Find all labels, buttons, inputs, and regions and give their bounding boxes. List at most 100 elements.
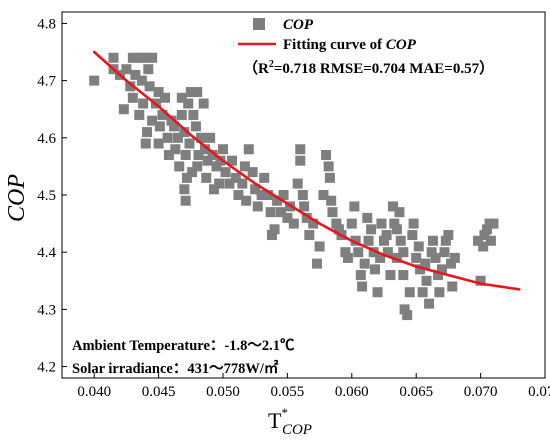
cop-data-point [166,115,177,126]
x-axis-title-sub: COP [282,422,312,438]
cop-data-point [252,201,263,212]
cop-data-point [421,275,432,286]
fit-stats-r: R [258,61,269,77]
cop-data-point [426,247,437,258]
cop-data-point [169,121,180,132]
cop-data-point [389,218,400,229]
cop-data-point [153,87,164,98]
cop-data-point [381,230,392,241]
cop-data-point [323,161,334,172]
cop-data-point [247,167,258,178]
cop-data-point [140,138,151,149]
cop-data-point [427,235,438,246]
cop-data-point [142,127,153,138]
cop-data-point [324,172,335,183]
cop-data-point [415,264,426,275]
cop-data-point [331,218,342,229]
legend-label-fitting-curve: Fitting curve of COP [283,37,417,53]
cop-data-point [179,127,190,138]
cop-data-point [199,144,210,155]
cop-data-point [350,235,361,246]
cop-data-point [160,92,171,103]
cop-data-point [475,275,486,286]
cop-data-point [201,172,212,183]
legend-label-fitting-italic: COP [386,37,417,53]
cop-data-point [318,190,329,200]
cop-data-point [488,218,499,229]
cop-data-point [162,132,173,143]
cop-data-point [440,235,451,246]
cop-data-point [157,109,168,120]
y-tick-label: 4.2 [37,360,56,376]
cop-data-point [434,287,445,298]
cop-data-point [321,149,332,160]
cop-data-point [241,195,252,206]
fit-stats-open: （ [243,59,258,77]
cop-data-point [355,270,366,281]
cop-data-point [147,115,158,126]
cop-data-point [395,235,406,246]
cop-data-point [180,149,191,160]
cop-data-point [263,190,274,200]
fit-stats-r-sup: 2 [269,59,274,70]
cop-data-point [379,235,389,246]
cop-data-point [349,201,360,212]
cop-data-point [176,109,187,120]
cop-data-point [224,178,235,189]
cop-data-point [362,212,373,223]
cop-data-point [299,201,310,212]
cop-data-point [366,224,377,235]
cop-data-point [134,52,145,63]
cop-data-point [183,98,194,109]
cop-data-point [144,81,155,92]
cop-data-point [404,287,415,298]
cop-data-point [179,184,190,195]
cop-data-point [420,258,431,269]
cop-data-point [176,92,187,103]
cop-data-point [312,258,323,269]
cop-data-point [359,258,370,269]
cop-data-point [266,230,277,241]
cop-data-point [211,161,222,172]
cop-data-point [184,138,195,149]
cop-data-point [394,207,405,218]
cop-data-point [196,132,207,143]
x-tick-label: 0.055 [271,384,305,400]
cop-data-point [368,247,379,258]
cop-data-point [398,247,409,258]
cop-data-point [278,190,289,200]
cop-data-point [202,155,213,166]
x-tick-label: 0.060 [335,384,369,400]
cop-data-point [288,218,299,229]
cop-data-point [447,281,458,292]
y-tick-label: 4.6 [37,131,56,147]
cop-data-point [187,167,198,178]
cop-data-point [230,172,241,183]
cop-data-point [138,98,149,109]
cop-data-point [243,144,254,155]
cop-data-point [282,212,293,223]
cop-data-point [482,224,493,235]
cop-data-point [205,132,216,143]
cop-data-point [250,184,261,195]
legend-label-fitting-text: Fitting curve of [283,37,386,53]
cop-data-point [391,224,402,235]
cop-data-point [256,190,267,200]
cop-data-point [125,81,136,92]
fit-stats-close: ） [479,59,494,77]
cop-data-point [292,178,303,189]
cop-data-point [376,218,387,229]
cop-data-point [193,149,204,160]
cop-data-point [372,287,383,298]
cop-data-point [430,252,441,263]
cop-data-point [333,224,344,235]
cop-data-point [433,270,444,281]
x-tick-label: 0.070 [464,384,498,400]
legend-fit-statistics: （R2=0.718 RMSE=0.704 MAE=0.57） [243,59,494,77]
cop-data-point [357,281,368,292]
y-axis-ticks: 4.2 4.3 4.4 4.5 4.6 4.7 4.8 [37,16,67,376]
cop-data-point [275,207,286,218]
cop-data-point [473,235,484,246]
cop-data-point [233,190,244,200]
cop-data-point [215,155,226,166]
